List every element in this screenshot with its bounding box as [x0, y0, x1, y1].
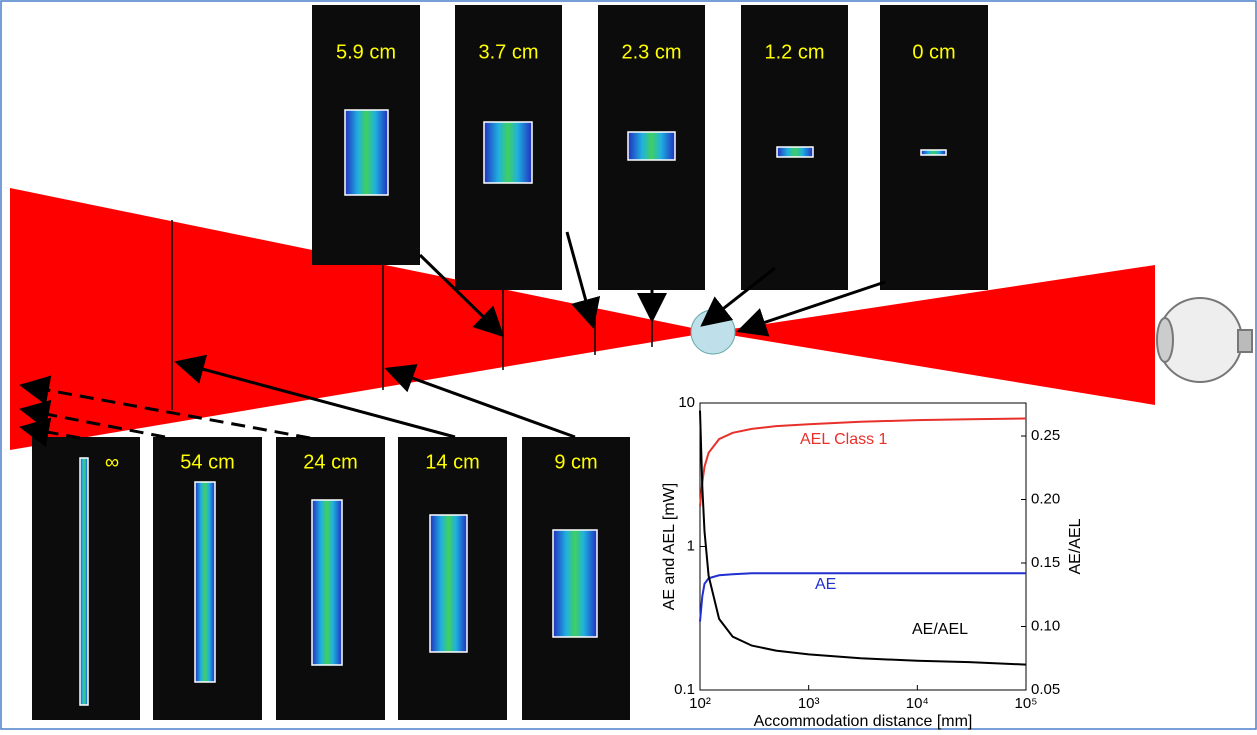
- beam-spot: [430, 515, 467, 652]
- beam-spot: [312, 500, 342, 665]
- eye-icon: [1157, 298, 1252, 382]
- beam-spot: [345, 110, 388, 195]
- distance-label: 14 cm: [425, 451, 479, 473]
- distance-label: 2.3 cm: [621, 41, 681, 63]
- distance-label: 54 cm: [180, 451, 234, 473]
- y2-tick-label: 0.25: [1031, 427, 1060, 444]
- beam-spot: [484, 122, 532, 183]
- distance-label: 9 cm: [554, 451, 597, 473]
- y-tick-label: 10: [678, 394, 695, 411]
- beam-spot: [777, 147, 813, 157]
- beam-spot: [921, 150, 946, 155]
- series-label: AEL Class 1: [800, 431, 888, 448]
- x-axis-title: Accommodation distance [mm]: [754, 713, 973, 730]
- distance-label: 1.2 cm: [764, 41, 824, 63]
- beam-spot: [80, 458, 88, 705]
- distance-label: 24 cm: [303, 451, 357, 473]
- y-tick-label: 1: [687, 537, 695, 554]
- x-tick-label: 10⁴: [906, 695, 929, 712]
- beam-spot: [628, 132, 675, 160]
- distance-label: 0 cm: [912, 41, 955, 63]
- figure: 5.9 cm 3.7 cm 2.3 cm 1.2 cm 0 cm ∞ 54 cm 24 cm 1…: [0, 0, 1257, 730]
- distance-label: ∞: [105, 451, 119, 473]
- x-tick-label: 10³: [798, 695, 820, 712]
- distance-label: 5.9 cm: [336, 41, 396, 63]
- y2-tick-label: 0.10: [1031, 617, 1060, 634]
- y2-tick-label: 0.20: [1031, 490, 1060, 507]
- y-tick-label: 0.1: [674, 681, 695, 698]
- y-axis-title: AE and AEL [mW]: [661, 483, 678, 610]
- beam-spot: [195, 482, 215, 682]
- series-label: AE/AEL: [912, 621, 968, 638]
- series-label: AE: [815, 576, 836, 593]
- beam-spot: [553, 530, 597, 637]
- distance-label: 3.7 cm: [478, 41, 538, 63]
- y2-tick-label: 0.05: [1031, 681, 1060, 698]
- y2-tick-label: 0.15: [1031, 554, 1060, 571]
- y2-axis-title: AE/AEL: [1067, 518, 1084, 574]
